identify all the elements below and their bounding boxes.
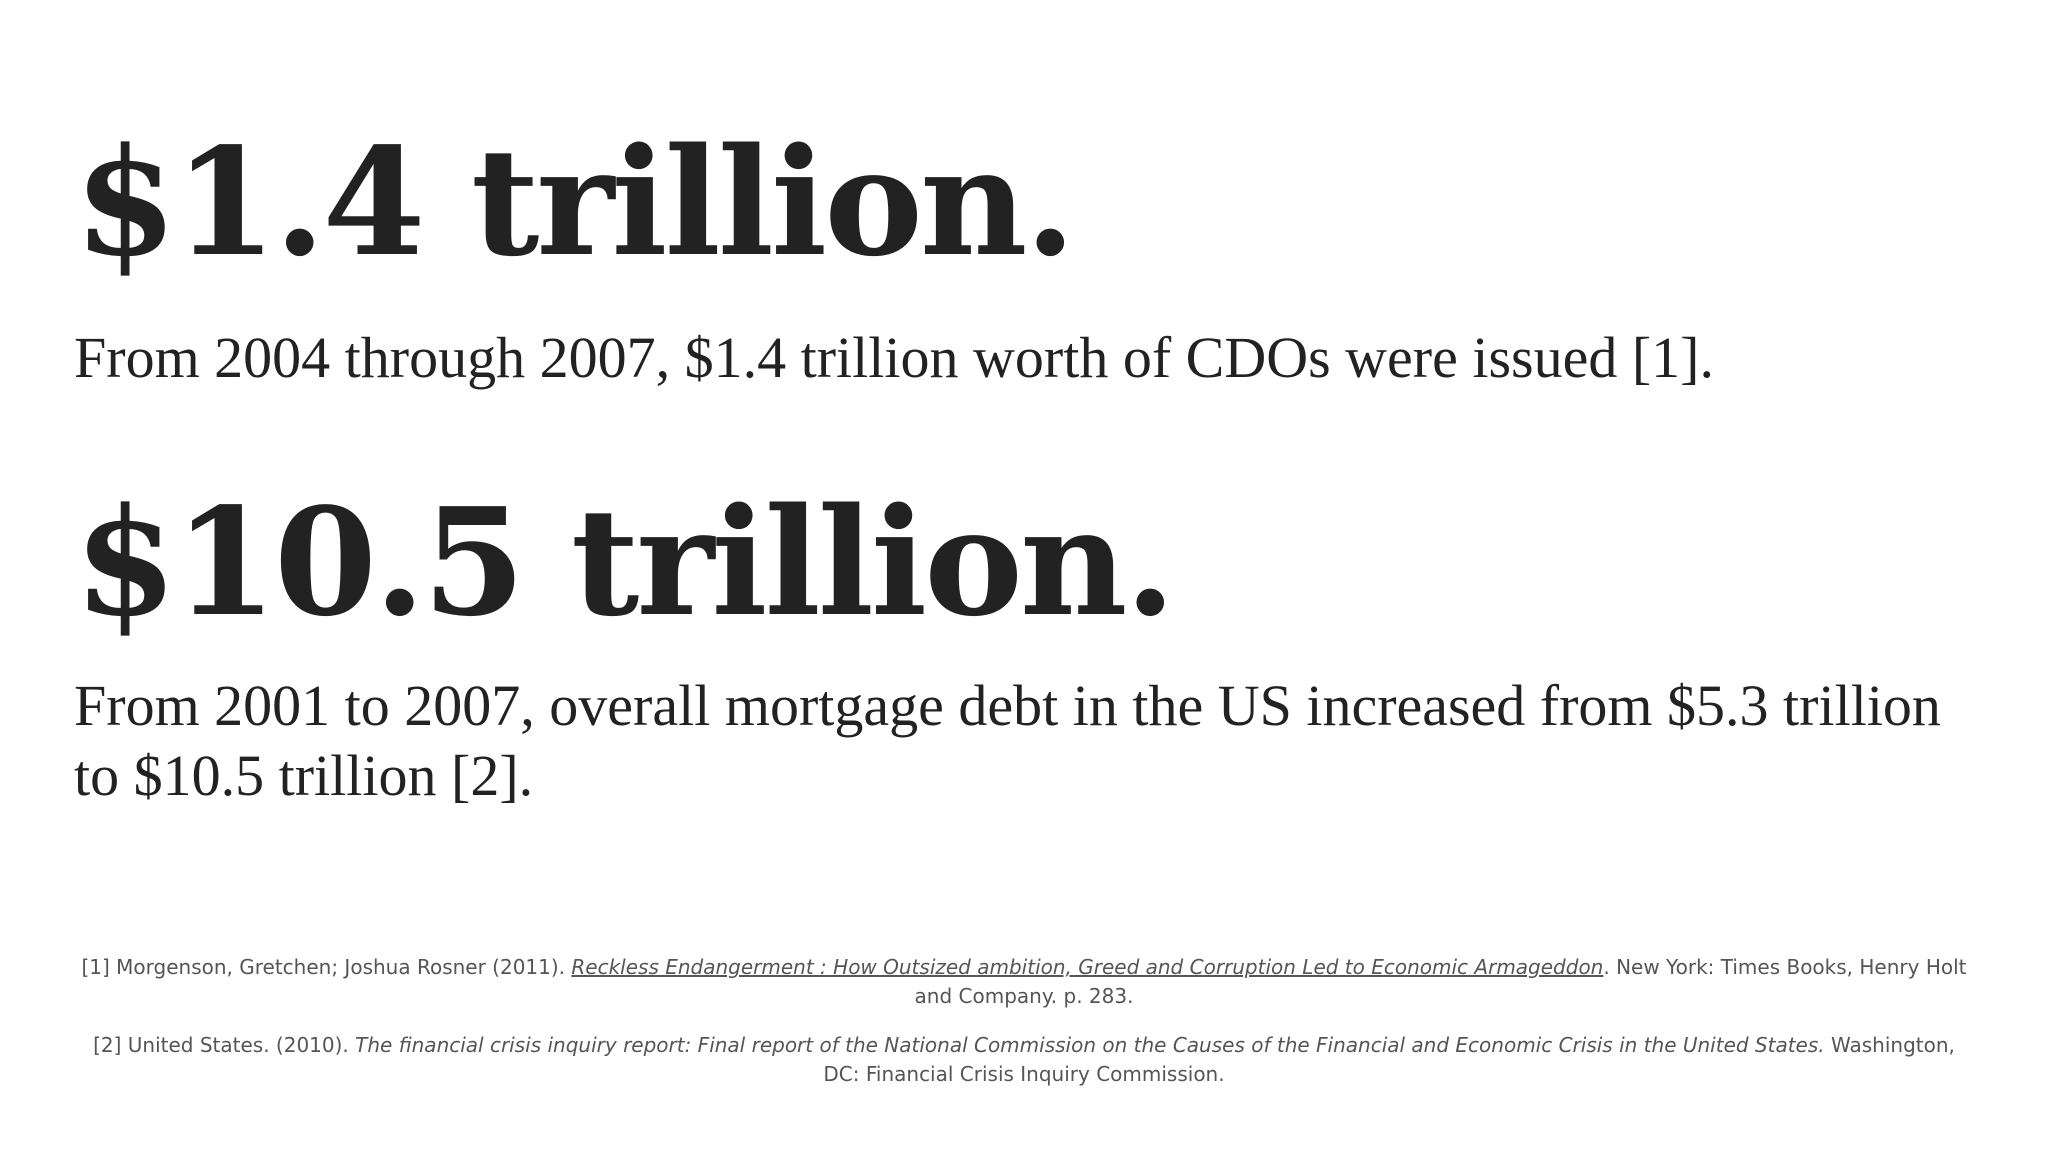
- stat-description-cdo: From 2004 through 2007, $1.4 trillion wo…: [74, 325, 1714, 390]
- reference-2-prefix: [2] United States. (2010).: [93, 1033, 356, 1057]
- reference-1: [1] Morgenson, Gretchen; Joshua Rosner (…: [80, 953, 1968, 1011]
- reference-2-suffix: Washington, DC: Financial Crisis Inquiry…: [823, 1033, 1955, 1086]
- reference-1-prefix: [1] Morgenson, Gretchen; Joshua Rosner (…: [81, 955, 572, 979]
- reference-1-title-link[interactable]: Reckless Endangerment : How Outsized amb…: [571, 955, 1604, 979]
- stat-description-mortgage-debt: From 2001 to 2007, overall mortgage debt…: [74, 673, 1941, 808]
- stat-headline-mortgage-debt: $10.5 trillion.: [74, 475, 1176, 649]
- references: [1] Morgenson, Gretchen; Joshua Rosner (…: [80, 953, 1968, 1109]
- stat-headline-cdo: $1.4 trillion.: [74, 115, 1076, 289]
- reference-1-suffix: . New York: Times Books, Henry Holt and …: [914, 955, 1967, 1008]
- reference-2: [2] United States. (2010). The financial…: [80, 1031, 1968, 1089]
- reference-2-title: The financial crisis inquiry report: Fin…: [355, 1033, 1825, 1057]
